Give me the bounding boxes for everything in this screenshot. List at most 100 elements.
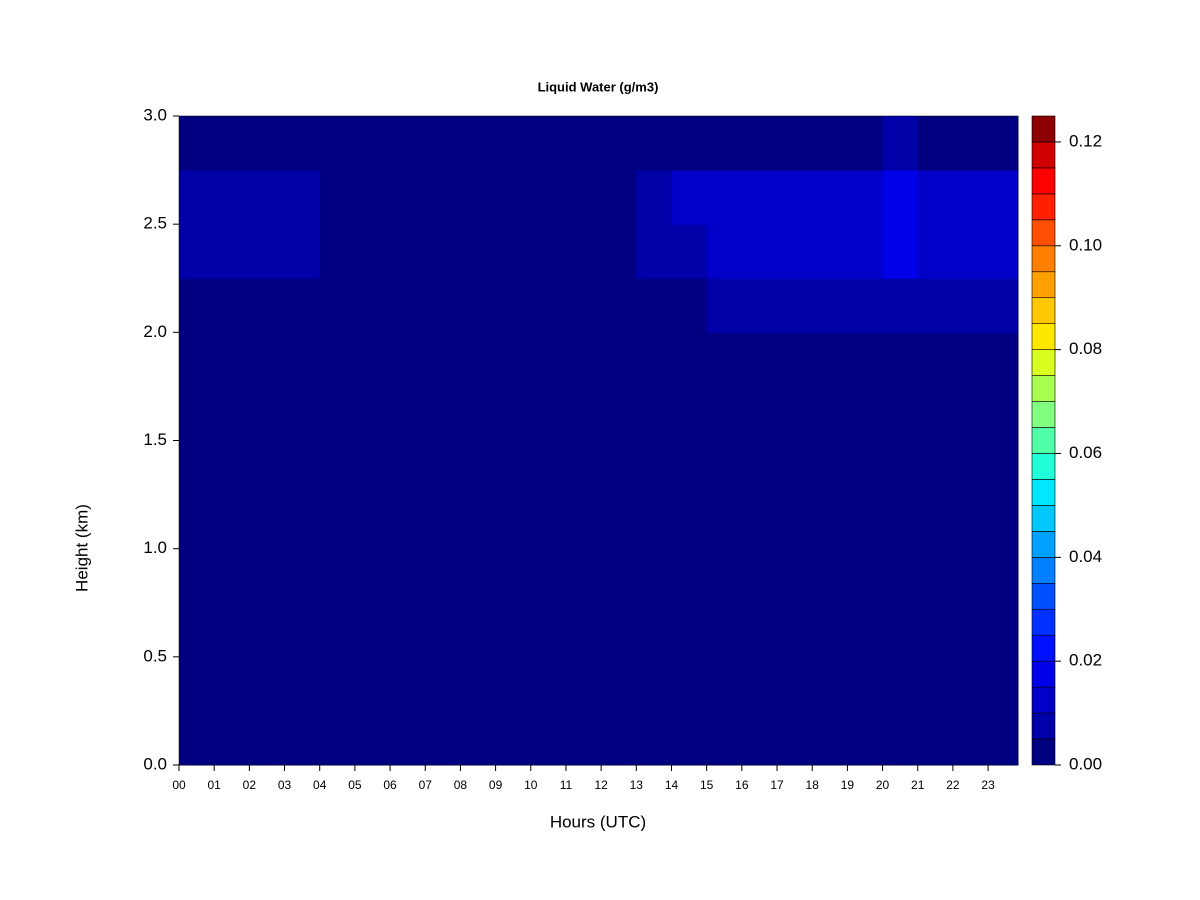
heatmap-cell (777, 548, 813, 604)
y-tick-label: 1.0 (143, 538, 167, 557)
colorbar-band (1031, 323, 1056, 350)
x-tick-label: 20 (876, 778, 890, 792)
heatmap-cell (636, 386, 672, 441)
heatmap-cell (565, 440, 602, 496)
heatmap-cell (847, 548, 884, 604)
heatmap-cell (214, 602, 250, 658)
heatmap-cell (460, 656, 497, 712)
heatmap-cell (319, 386, 356, 441)
colorbar-tick-label: 0.04 (1069, 547, 1102, 566)
heatmap-cell (988, 656, 1019, 712)
heatmap-cell (847, 710, 884, 766)
heatmap-cell (706, 710, 743, 766)
heatmap-cell (847, 170, 884, 225)
heatmap-cell (706, 170, 743, 225)
heatmap-cell (636, 710, 672, 766)
colorbar-tick-label: 0.10 (1069, 235, 1102, 254)
x-tick-label: 17 (770, 778, 784, 792)
heatmap-cell (988, 170, 1019, 225)
plot-frame (178, 115, 1019, 766)
heatmap-cell (354, 440, 391, 496)
heatmap-cell (390, 602, 426, 658)
heatmap-cell (741, 440, 778, 496)
colorbar-band (1031, 505, 1056, 532)
heatmap-cell (671, 440, 708, 496)
heatmap-cell (671, 224, 708, 279)
heatmap-cell (917, 548, 954, 604)
heatmap-cell (460, 548, 497, 604)
heatmap-cell (882, 602, 919, 658)
colorbar-band (1031, 141, 1056, 169)
heatmap-cell (706, 332, 743, 387)
heatmap-cell (777, 116, 813, 171)
heatmap-cell (706, 278, 743, 333)
colorbar-band (1031, 660, 1056, 688)
heatmap-cell (249, 548, 286, 604)
heatmap-cell (530, 386, 567, 441)
heatmap-cell (988, 548, 1019, 604)
x-tick-label: 11 (560, 778, 573, 792)
heatmap-cell (706, 116, 743, 171)
heatmap-cell (636, 116, 672, 171)
heatmap-cell (847, 332, 884, 387)
heatmap-cell (812, 602, 848, 658)
heatmap-cell (777, 656, 813, 712)
heatmap-cell (425, 278, 461, 333)
heatmap-cell (706, 224, 743, 279)
heatmap-cell (601, 386, 637, 441)
heatmap-cell (249, 602, 286, 658)
heatmap-cell (495, 278, 532, 333)
heatmap-cell (847, 494, 884, 550)
heatmap-cell (706, 440, 743, 496)
heatmap-cell (460, 440, 497, 496)
heatmap-cell (812, 116, 848, 171)
heatmap-cell (671, 278, 708, 333)
heatmap-cell (249, 332, 286, 387)
y-tick-label: 1.5 (143, 430, 167, 449)
heatmap-cell (425, 494, 461, 550)
heatmap-cell (777, 170, 813, 225)
heatmap-cell (179, 224, 215, 279)
heatmap-cell (741, 278, 778, 333)
heatmap-cell (530, 170, 567, 225)
heatmap-cell (460, 386, 497, 441)
heatmap-cell (741, 602, 778, 658)
heatmap-cell (460, 224, 497, 279)
heatmap-cell (706, 494, 743, 550)
x-tick-label: 23 (981, 778, 995, 792)
heatmap-cell (214, 440, 250, 496)
heatmap-cell (425, 602, 461, 658)
heatmap-cell (179, 656, 215, 712)
heatmap-cell (214, 494, 250, 550)
heatmap-cell (390, 710, 426, 766)
colorbar-tick-label: 0.00 (1069, 754, 1102, 773)
heatmap-cell (319, 656, 356, 712)
heatmap-cell (530, 116, 567, 171)
heatmap-cell (847, 386, 884, 441)
heatmap-cell (495, 116, 532, 171)
heatmap-cell (495, 602, 532, 658)
heatmap-cell (179, 440, 215, 496)
heatmap-cell (706, 656, 743, 712)
heatmap-cell (601, 548, 637, 604)
heatmap-cell (777, 278, 813, 333)
heatmap-cell (319, 224, 356, 279)
heatmap-cell (988, 710, 1019, 766)
heatmap-cell (179, 548, 215, 604)
heatmap-cell (988, 116, 1019, 171)
heatmap-cell (495, 224, 532, 279)
heatmap-cell (917, 224, 954, 279)
heatmap-cell (319, 116, 356, 171)
heatmap-cell (777, 386, 813, 441)
heatmap-cell (636, 602, 672, 658)
heatmap-cell (671, 386, 708, 441)
heatmap-cell (988, 440, 1019, 496)
heatmap-cell (425, 170, 461, 225)
x-tick-label: 09 (489, 778, 503, 792)
heatmap-cell (847, 116, 884, 171)
heatmap-cell (284, 494, 321, 550)
heatmap-cell (601, 170, 637, 225)
heatmap-cell (671, 602, 708, 658)
heatmap-cell (284, 710, 321, 766)
heatmap-cell (390, 224, 426, 279)
